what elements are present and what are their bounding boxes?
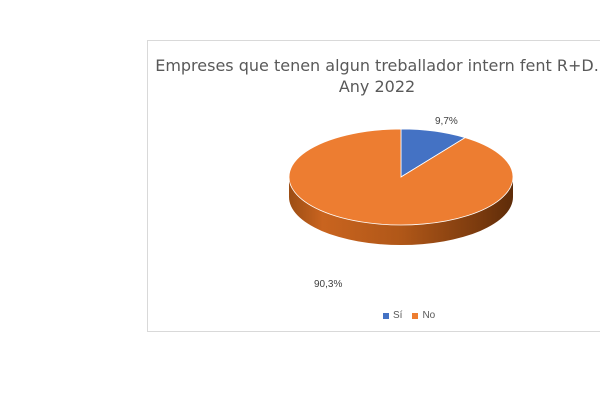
- pie-slice-no: [288, 128, 514, 226]
- legend-item-si: Sí: [383, 310, 402, 321]
- data-label-no: 90,3%: [314, 279, 342, 290]
- data-label-si: 9,7%: [435, 116, 458, 127]
- chart-title-line-1: Empreses que tenen algun treballador int…: [155, 56, 599, 75]
- chart-title: Empreses que tenen algun treballador int…: [148, 55, 600, 97]
- legend-label-no: No: [422, 310, 436, 321]
- legend-swatch-no: [412, 312, 419, 319]
- chart-title-line-2: Any 2022: [338, 77, 416, 96]
- pie-side: [289, 177, 513, 245]
- legend-label-si: Sí: [393, 310, 403, 321]
- legend-swatch-si: [383, 312, 389, 319]
- chart-area: Empreses que tenen algun treballador int…: [147, 40, 600, 332]
- chart-legend: Sí No: [383, 310, 435, 321]
- pie-chart: 9,7% 90,3%: [288, 116, 514, 290]
- legend-item-no: No: [412, 310, 435, 321]
